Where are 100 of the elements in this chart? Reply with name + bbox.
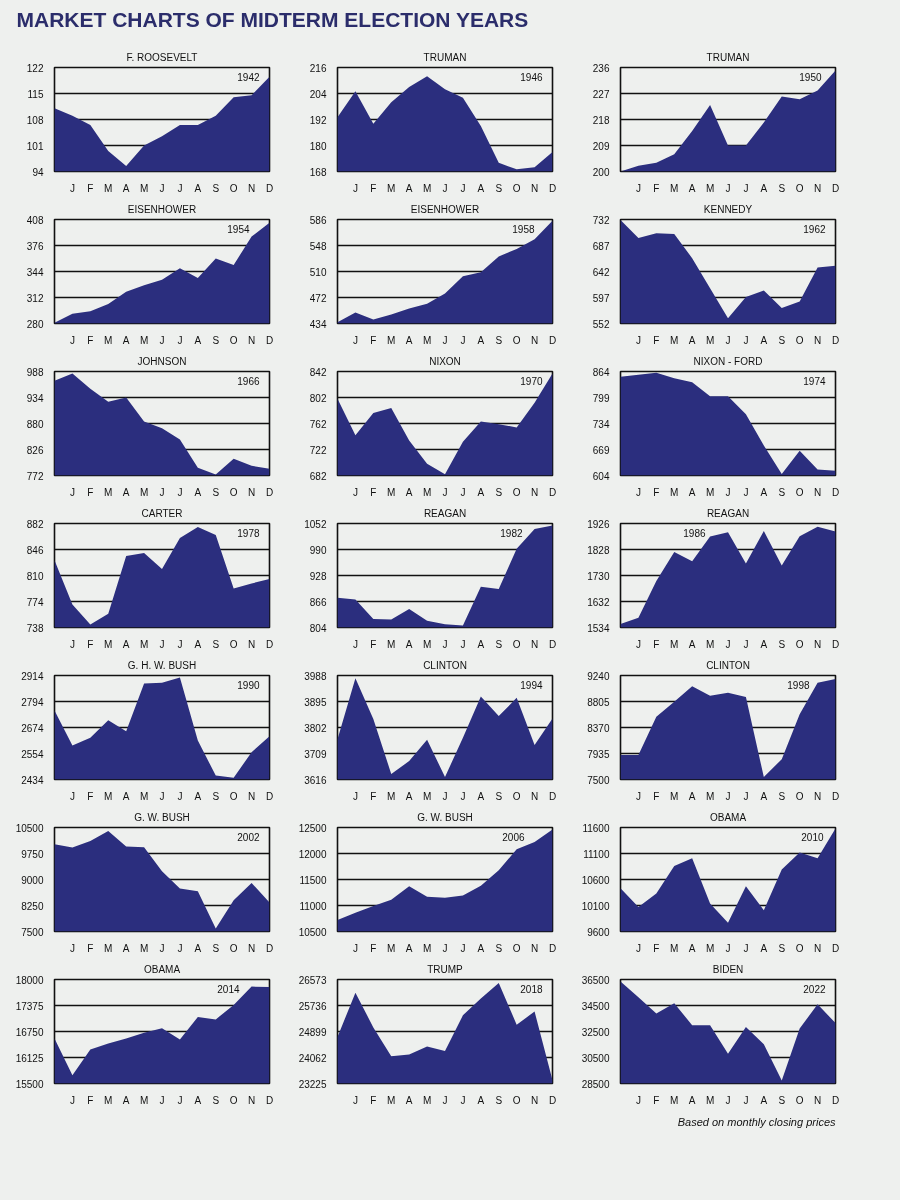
x-tick-label: A [477,790,485,802]
y-tick-label: 687 [592,240,610,252]
x-tick-label: S [778,638,786,650]
annotation: 1942 [237,71,260,83]
x-tick-label: S [212,334,220,346]
x-tick-label: F [653,486,660,498]
y-tick-label: 7500 [587,774,610,786]
y-tick-label: 597 [592,292,610,304]
x-tick-label: F [370,182,377,194]
chart-title: G. H. W. BUSH [127,659,197,671]
y-tick-label: 9750 [21,848,44,860]
x-tick-label: A [194,334,202,346]
x-tick-label: J [69,638,75,650]
y-tick-label: 2554 [21,748,44,760]
y-tick-label: 734 [592,418,610,430]
x-tick-label: O [795,790,804,802]
x-tick-label: A [122,790,130,802]
y-tick-label: 101 [26,140,44,152]
x-tick-label: N [247,638,256,650]
x-tick-label: J [352,1094,358,1106]
y-tick-label: 3709 [304,748,327,760]
x-tick-label: J [442,182,448,194]
x-tick-label: J [159,486,165,498]
x-tick-label: S [778,790,786,802]
x-tick-label: S [778,182,786,194]
x-tick-label: M [705,638,715,650]
x-tick-label: M [139,942,149,954]
x-tick-label: A [194,486,202,498]
x-tick-label: M [104,182,113,194]
x-tick-label: M [705,182,715,194]
x-tick-label: N [530,486,539,498]
x-tick-label: A [688,486,696,498]
y-tick-label: 552 [592,318,610,330]
y-tick-label: 738 [26,622,44,634]
x-tick-label: D [548,638,557,650]
x-tick-label: D [831,486,840,498]
x-tick-label: J [442,334,448,346]
chart-title: MARKET CHARTS OF MIDTERM ELECTION YEARS [16,7,529,31]
x-tick-label: A [405,486,413,498]
y-tick-label: 24899 [298,1026,327,1038]
x-tick-label: F [370,334,377,346]
x-tick-label: J [725,1094,731,1106]
annotation: 1946 [520,71,543,83]
x-tick-label: J [177,182,183,194]
x-tick-label: M [139,182,149,194]
x-tick-label: S [495,790,503,802]
y-tick-label: 17375 [15,1000,44,1012]
x-tick-label: M [705,1094,715,1106]
x-tick-label: N [813,638,822,650]
x-tick-label: J [352,790,358,802]
annotation: 1970 [520,375,543,387]
y-tick-label: 218 [592,114,610,126]
x-tick-label: A [194,790,202,802]
y-tick-label: 1534 [587,622,610,634]
x-tick-label: O [512,638,521,650]
y-tick-label: 9000 [21,874,44,886]
y-tick-label: 2434 [21,774,44,786]
y-tick-label: 7935 [587,748,610,760]
x-tick-label: J [743,1094,749,1106]
x-tick-label: D [548,942,557,954]
text: Based on monthly closing prices [677,1115,836,1128]
x-tick-label: A [194,638,202,650]
y-tick-label: 11600 [582,822,610,834]
y-tick-label: 3802 [304,722,327,734]
x-tick-label: M [387,942,396,954]
x-tick-label: J [743,334,749,346]
y-tick-label: 934 [26,392,44,404]
y-tick-label: 312 [26,292,44,304]
x-tick-label: J [159,790,165,802]
y-tick-label: 1926 [587,518,610,530]
x-tick-label: A [122,1094,130,1106]
x-tick-label: J [442,486,448,498]
x-tick-label: J [177,1094,183,1106]
chart-title: NIXON [429,355,461,367]
x-tick-label: J [635,790,641,802]
x-tick-label: F [87,790,94,802]
x-tick-label: S [495,1094,503,1106]
x-tick-label: S [495,486,503,498]
x-tick-label: F [653,1094,660,1106]
y-tick-label: 762 [309,418,327,430]
x-tick-label: M [139,334,149,346]
chart-title: REAGAN [706,507,750,519]
x-tick-label: D [831,1094,840,1106]
y-tick-label: 8250 [21,900,44,912]
annotation: 2010 [801,831,824,843]
x-tick-label: J [635,942,641,954]
annotation: 1998 [787,679,810,691]
y-tick-label: 227 [592,88,610,100]
y-tick-label: 180 [309,140,327,152]
x-tick-label: J [352,486,358,498]
x-tick-label: M [705,790,715,802]
y-tick-label: 9600 [587,926,610,938]
y-tick-label: 928 [309,570,327,582]
y-tick-label: 16750 [15,1026,44,1038]
x-tick-label: N [813,1094,822,1106]
x-tick-label: F [370,638,377,650]
y-tick-label: 204 [309,88,327,100]
y-tick-label: 548 [309,240,327,252]
chart-title: EISENHOWER [127,203,197,215]
x-tick-label: M [387,790,396,802]
